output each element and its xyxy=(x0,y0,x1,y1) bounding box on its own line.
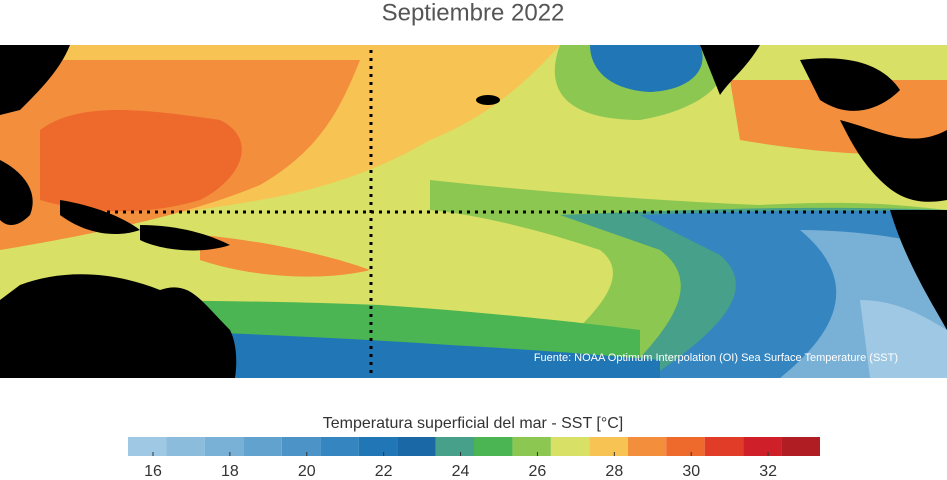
colorbar-tick-label: 24 xyxy=(452,463,470,480)
land-mexico xyxy=(800,58,900,111)
north-cold xyxy=(590,45,703,92)
colorbar-swatch xyxy=(320,437,359,456)
colorbar-swatch xyxy=(128,437,167,456)
colorbar-tick-label: 30 xyxy=(682,463,700,480)
colorbar-swatch xyxy=(474,437,513,456)
colorbar: 16 18 20 22 24 26 28 30 32 xyxy=(128,437,820,480)
land-north-america xyxy=(700,45,760,95)
colorbar-swatch xyxy=(204,437,244,456)
colorbar-tick-label: 26 xyxy=(529,463,547,480)
source: Fuente: NOAA Optimum Interpolation (OI) … xyxy=(534,352,898,364)
colorbar-swatch xyxy=(397,437,436,456)
colorbar-swatch xyxy=(781,437,820,456)
colorbar-swatch xyxy=(512,437,551,456)
land-hawaii xyxy=(476,95,500,105)
land xyxy=(0,45,947,378)
colorbar-swatch xyxy=(666,437,705,456)
colorbar-swatch xyxy=(589,437,628,456)
colorbar-label: Temperatura superficial del mar - SST [°… xyxy=(323,415,623,432)
land-australia xyxy=(0,274,237,378)
land-indonesia xyxy=(0,160,33,225)
land-new-guinea xyxy=(140,225,230,251)
colorbar-tick-label: 32 xyxy=(759,463,777,480)
land-new-guinea-w xyxy=(60,200,140,235)
colorbar-swatch xyxy=(704,437,744,456)
colorbar-swatch xyxy=(550,437,590,456)
land-south-america xyxy=(890,210,947,330)
colorbar-swatch xyxy=(627,437,667,456)
colorbar-swatch xyxy=(243,437,282,456)
south-warm xyxy=(200,235,370,277)
coolest-east xyxy=(860,300,947,378)
title: Septiembre 2022 xyxy=(382,0,565,26)
colorbar-tick-label: 16 xyxy=(144,463,162,480)
ne-warm xyxy=(730,80,947,155)
colorbar-tick-label: 22 xyxy=(375,463,393,480)
colorbar-tick-label: 20 xyxy=(298,463,316,480)
colorbar-tick-label: 18 xyxy=(221,463,239,480)
hottest-zone xyxy=(40,110,242,212)
colorbar-tick-label: 28 xyxy=(605,463,623,480)
colorbar-swatch xyxy=(743,437,782,456)
colorbar-swatch xyxy=(435,437,474,456)
land-asia xyxy=(0,45,70,115)
colorbar-swatch xyxy=(281,437,321,456)
colorbar-swatch xyxy=(166,437,205,456)
land-central-america xyxy=(840,120,947,202)
colorbar-swatch xyxy=(358,437,398,456)
